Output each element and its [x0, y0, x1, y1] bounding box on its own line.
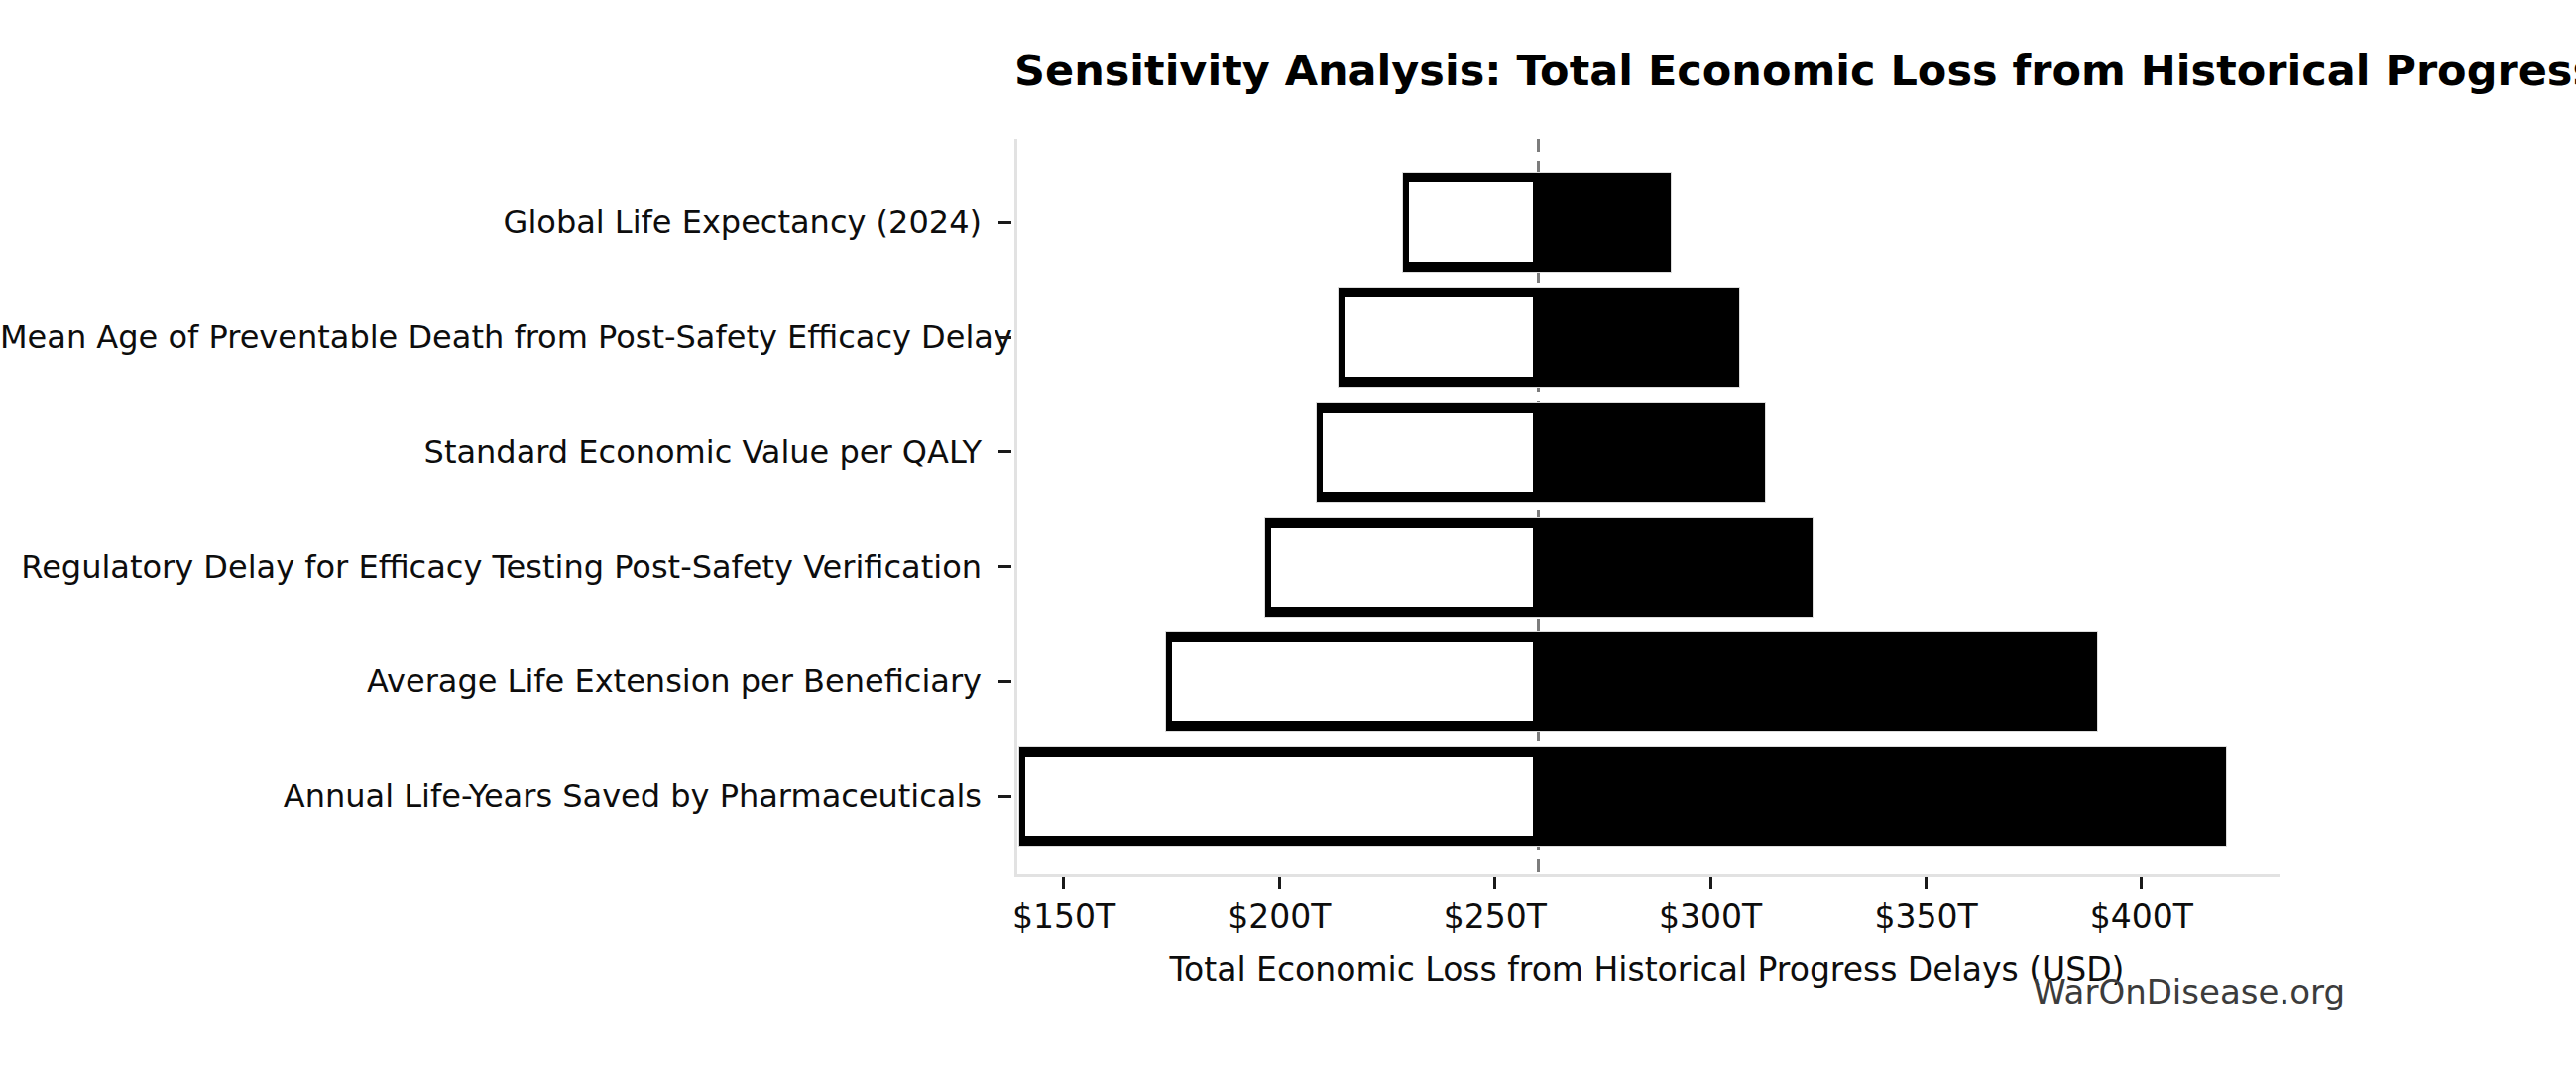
sensitivity-tornado-chart: Sensitivity Analysis: Total Economic Los…: [0, 0, 2576, 1066]
x-tick-mark: [1925, 877, 1928, 889]
x-tick-mark: [2140, 877, 2143, 889]
y-tick-mark: [998, 221, 1011, 224]
bar-low: [1265, 522, 1539, 613]
plot-area: [1014, 139, 2280, 877]
x-tick-label: $300T: [1601, 897, 1819, 936]
bar-low: [1019, 751, 1538, 842]
watermark: WarOnDisease.org: [2033, 972, 2345, 1011]
category-label: Mean Age of Preventable Death from Post-…: [0, 317, 982, 357]
x-tick-label: $200T: [1170, 897, 1388, 936]
x-tick-label: $250T: [1386, 897, 1604, 936]
bar-low: [1403, 177, 1539, 268]
y-tick-mark: [998, 795, 1011, 798]
bar-low: [1339, 292, 1539, 383]
category-label: Average Life Extension per Beneficiary: [0, 661, 982, 701]
y-tick-mark: [998, 565, 1011, 568]
x-tick-label: $400T: [2033, 897, 2251, 936]
category-label: Annual Life-Years Saved by Pharmaceutica…: [0, 776, 982, 816]
x-tick-label: $150T: [955, 897, 1173, 936]
x-tick-mark: [1493, 877, 1496, 889]
y-tick-mark: [998, 336, 1011, 339]
category-label: Standard Economic Value per QALY: [0, 432, 982, 472]
x-tick-mark: [1278, 877, 1281, 889]
y-tick-mark: [998, 450, 1011, 453]
chart-title: Sensitivity Analysis: Total Economic Los…: [1014, 48, 2280, 94]
category-label: Global Life Expectancy (2024): [0, 202, 982, 242]
x-tick-mark: [1062, 877, 1065, 889]
y-tick-mark: [998, 680, 1011, 683]
bar-low: [1317, 407, 1538, 498]
x-tick-mark: [1709, 877, 1712, 889]
bar-low: [1166, 636, 1539, 727]
x-tick-label: $350T: [1817, 897, 2036, 936]
category-label: Regulatory Delay for Efficacy Testing Po…: [0, 547, 982, 587]
